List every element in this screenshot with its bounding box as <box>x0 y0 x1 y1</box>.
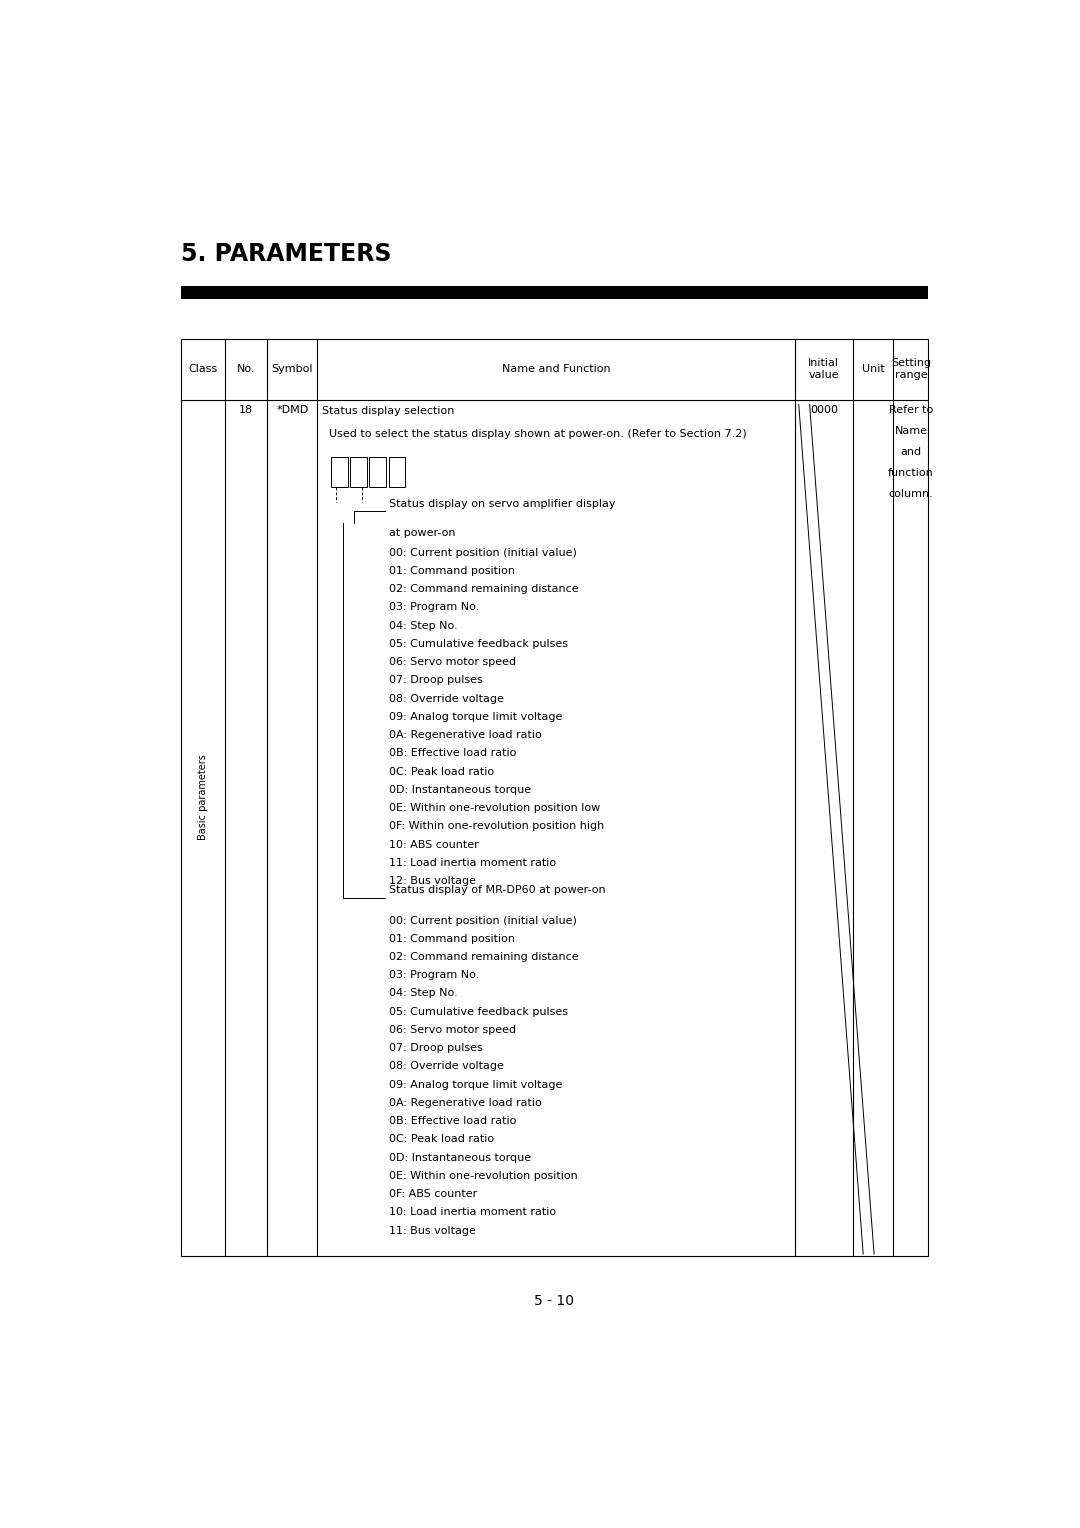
Text: 0B: Effective load ratio: 0B: Effective load ratio <box>390 749 517 758</box>
Text: 0D: Instantaneous torque: 0D: Instantaneous torque <box>390 1152 531 1163</box>
Text: 5. PARAMETERS: 5. PARAMETERS <box>181 241 392 266</box>
Text: and: and <box>901 446 921 457</box>
Text: 12: Bus voltage: 12: Bus voltage <box>390 876 476 886</box>
Text: Status display selection: Status display selection <box>323 406 455 416</box>
Text: 06: Servo motor speed: 06: Servo motor speed <box>390 1025 516 1034</box>
Text: 01: Command position: 01: Command position <box>390 934 515 944</box>
Text: 0F: Within one-revolution position high: 0F: Within one-revolution position high <box>390 822 605 831</box>
Text: Status display of MR-DP60 at power-on: Status display of MR-DP60 at power-on <box>390 885 606 895</box>
Text: *DMD: *DMD <box>276 405 309 414</box>
Text: Basic parameters: Basic parameters <box>199 755 208 840</box>
Bar <box>369 457 387 487</box>
Text: 0E: Within one-revolution position: 0E: Within one-revolution position <box>390 1170 578 1181</box>
Text: 0F: ABS counter: 0F: ABS counter <box>390 1189 477 1199</box>
Text: Symbol: Symbol <box>271 364 313 374</box>
Text: 01: Command position: 01: Command position <box>390 565 515 576</box>
Text: 0E: Within one-revolution position low: 0E: Within one-revolution position low <box>390 804 600 813</box>
Text: 02: Command remaining distance: 02: Command remaining distance <box>390 584 579 594</box>
Text: 0A: Regenerative load ratio: 0A: Regenerative load ratio <box>390 730 542 740</box>
Text: column.: column. <box>889 489 933 500</box>
Text: Used to select the status display shown at power-on. (Refer to Section 7.2): Used to select the status display shown … <box>329 429 747 440</box>
Bar <box>350 457 367 487</box>
Text: 0A: Regenerative load ratio: 0A: Regenerative load ratio <box>390 1099 542 1108</box>
Text: 0D: Instantaneous torque: 0D: Instantaneous torque <box>390 785 531 795</box>
Text: 07: Droop pulses: 07: Droop pulses <box>390 675 483 686</box>
Text: 09: Analog torque limit voltage: 09: Analog torque limit voltage <box>390 1080 563 1089</box>
Text: No.: No. <box>238 364 256 374</box>
Text: Name and Function: Name and Function <box>502 364 610 374</box>
Bar <box>389 457 405 487</box>
Text: 10: ABS counter: 10: ABS counter <box>390 839 480 850</box>
Text: 5 - 10: 5 - 10 <box>534 1294 573 1308</box>
Bar <box>181 286 929 298</box>
Text: 03: Program No.: 03: Program No. <box>390 970 480 981</box>
Text: 03: Program No.: 03: Program No. <box>390 602 480 613</box>
Text: 04: Step No.: 04: Step No. <box>390 620 458 631</box>
Text: at power-on: at power-on <box>390 527 456 538</box>
Text: 11: Bus voltage: 11: Bus voltage <box>390 1225 476 1236</box>
Text: 0C: Peak load ratio: 0C: Peak load ratio <box>390 767 495 776</box>
Text: 00: Current position (initial value): 00: Current position (initial value) <box>390 547 578 558</box>
Text: Status display on servo amplifier display: Status display on servo amplifier displa… <box>390 498 616 509</box>
Text: 05: Cumulative feedback pulses: 05: Cumulative feedback pulses <box>390 639 568 649</box>
Text: Name: Name <box>894 426 928 435</box>
Text: Unit: Unit <box>862 364 885 374</box>
Text: 05: Cumulative feedback pulses: 05: Cumulative feedback pulses <box>390 1007 568 1016</box>
Text: 00: Current position (initial value): 00: Current position (initial value) <box>390 915 578 926</box>
Text: 08: Override voltage: 08: Override voltage <box>390 694 504 704</box>
Text: 11: Load inertia moment ratio: 11: Load inertia moment ratio <box>390 857 556 868</box>
Text: Refer to: Refer to <box>889 405 933 414</box>
Text: 0000: 0000 <box>810 405 838 414</box>
Text: 08: Override voltage: 08: Override voltage <box>390 1062 504 1071</box>
Text: 06: Servo motor speed: 06: Servo motor speed <box>390 657 516 668</box>
Text: 0B: Effective load ratio: 0B: Effective load ratio <box>390 1115 517 1126</box>
Text: Class: Class <box>189 364 218 374</box>
Text: 0C: Peak load ratio: 0C: Peak load ratio <box>390 1134 495 1144</box>
Bar <box>330 457 348 487</box>
Text: 09: Analog torque limit voltage: 09: Analog torque limit voltage <box>390 712 563 721</box>
Text: 07: Droop pulses: 07: Droop pulses <box>390 1044 483 1053</box>
Bar <box>181 339 929 1256</box>
Text: 02: Command remaining distance: 02: Command remaining distance <box>390 952 579 963</box>
Text: Initial
value: Initial value <box>808 359 839 380</box>
Text: 10: Load inertia moment ratio: 10: Load inertia moment ratio <box>390 1207 556 1218</box>
Text: 04: Step No.: 04: Step No. <box>390 989 458 998</box>
Text: Setting
range: Setting range <box>891 359 931 380</box>
Text: 18: 18 <box>240 405 254 414</box>
Text: function: function <box>888 468 934 478</box>
